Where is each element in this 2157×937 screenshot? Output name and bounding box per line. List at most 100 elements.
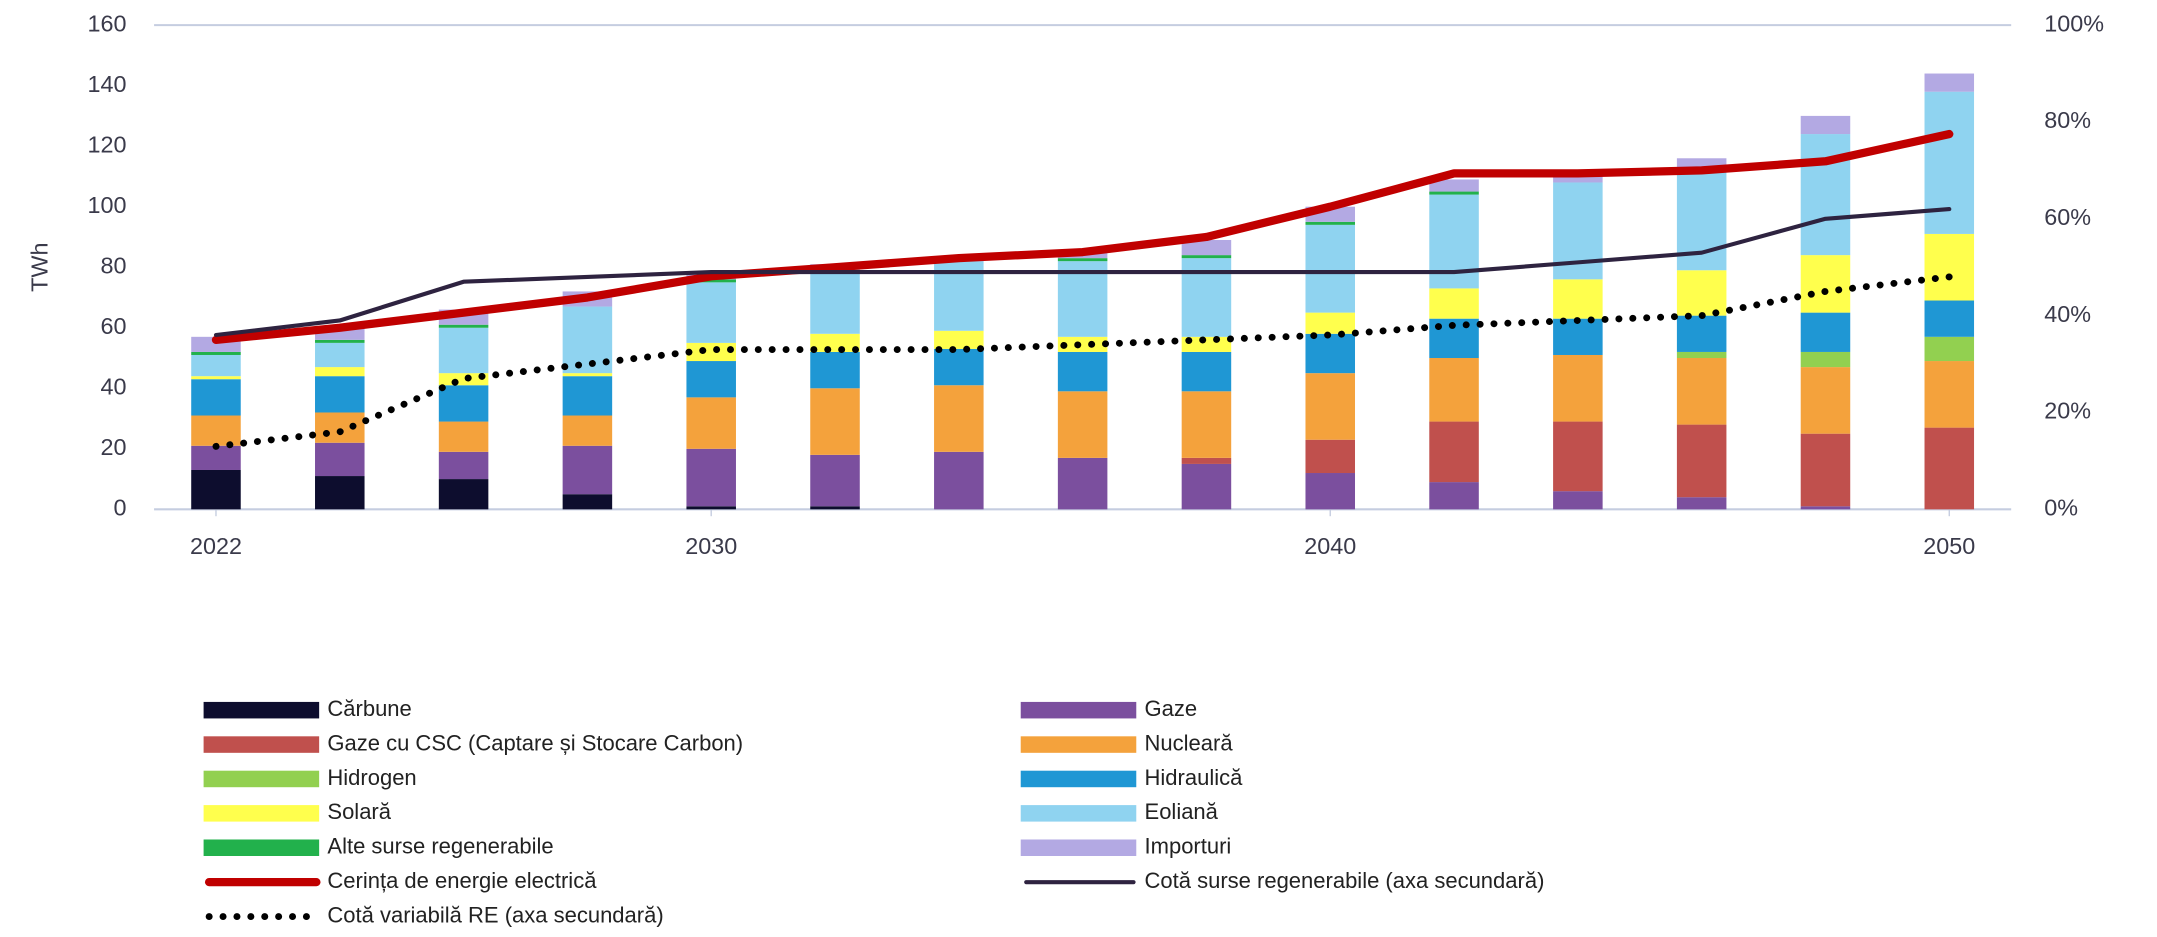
x-tick-label: 2022 (190, 533, 242, 559)
bar-segment (1924, 427, 1975, 510)
bar-segment (438, 479, 489, 510)
bar-segment (810, 388, 860, 455)
y-tick-label: 20 (101, 434, 127, 460)
y-tick-label: 140 (88, 71, 127, 97)
bar-segment (1924, 91, 1975, 234)
bar-segment (1676, 158, 1727, 168)
bar-segment (562, 376, 613, 416)
bar-segment (191, 351, 241, 355)
bar-segment (1305, 373, 1356, 440)
bar-segment (810, 333, 860, 352)
bar-segment (315, 342, 365, 368)
bar-segment (1181, 239, 1232, 256)
bar-segment (1057, 457, 1108, 510)
bar-segment (686, 506, 736, 510)
legend-label: Gaze cu CSC (Captare și Stocare Carbon) (327, 730, 743, 755)
bar-segment (934, 385, 984, 452)
bar-segment (1305, 312, 1356, 334)
y-tick-label: 0 (114, 495, 127, 521)
bar-segment (1429, 179, 1479, 192)
bar-segment (934, 348, 984, 386)
bar-segment (191, 379, 241, 416)
bar-segment (1305, 333, 1356, 374)
bar-segment (934, 451, 984, 510)
bar-segment (1057, 391, 1108, 458)
bar-segment (1429, 194, 1479, 289)
bar-segment (686, 448, 736, 507)
bar-segment (438, 327, 489, 374)
bar-segment (315, 339, 365, 343)
bar-segment (1924, 300, 1975, 337)
line-series (211, 129, 1954, 344)
legend-label: Solară (327, 799, 391, 824)
legend-swatch (203, 805, 320, 822)
bar-segment (1429, 482, 1479, 510)
bar-segment (1181, 457, 1232, 464)
bar-segment (1181, 463, 1232, 510)
y2-tick-label: 0% (2044, 495, 2078, 521)
legend-label: Cărbune (327, 696, 411, 721)
legend-swatch (1020, 736, 1137, 753)
bar-segment (315, 442, 365, 477)
bar-segment (1553, 173, 1603, 183)
bar-segment (1800, 255, 1851, 313)
bar-segment (1057, 351, 1108, 392)
legend-swatch (203, 770, 320, 788)
bar-segment (191, 415, 241, 446)
bar-segment (315, 376, 365, 413)
legend-swatch (203, 736, 320, 753)
bar-segment (1553, 279, 1603, 319)
x-tick-label: 2030 (685, 533, 737, 559)
bar-segment (686, 279, 736, 283)
x-tick-label: 2040 (1304, 533, 1356, 559)
bar-segment (1800, 433, 1851, 507)
legend-label: Alte surse regenerabile (327, 834, 553, 859)
bar-segment (1181, 255, 1232, 259)
bar-segment (810, 506, 860, 510)
legend-swatch (1020, 805, 1137, 822)
legend-swatch (203, 701, 320, 719)
x-tick-label: 2050 (1923, 533, 1975, 559)
bar-segment (1800, 134, 1851, 256)
legend-label: Hidraulică (1145, 765, 1244, 790)
bar-segment (1800, 367, 1851, 434)
legend-label: Nucleară (1145, 730, 1234, 755)
y-tick-label: 100 (88, 192, 127, 218)
bar-segment (438, 451, 489, 480)
legend-label: Hidrogen (327, 765, 416, 790)
line-series (212, 273, 1953, 450)
bar-segment (934, 330, 984, 349)
bar-segment (1676, 497, 1727, 510)
bar-segment (562, 494, 613, 510)
bar-segment (810, 454, 860, 507)
y2-tick-label: 20% (2044, 398, 2091, 424)
legend-label: Cerința de energie electrică (327, 868, 597, 893)
bar-segment (1676, 270, 1727, 316)
bar-segment (315, 367, 365, 377)
bar-segment (1924, 233, 1975, 301)
bar-segment (1429, 421, 1479, 483)
bar-segment (686, 342, 736, 362)
legend-swatch (203, 839, 320, 856)
bar-segment (438, 385, 489, 422)
bar-segment (191, 376, 241, 380)
bar-segment (1305, 224, 1356, 313)
bar-segment (1800, 312, 1851, 352)
y2-tick-label: 60% (2044, 204, 2091, 230)
bar-segment (1553, 354, 1603, 422)
bar-segment (1676, 424, 1727, 498)
legend-swatch (1020, 701, 1137, 719)
bar-segment (1676, 358, 1727, 425)
bar-segment (1429, 358, 1479, 422)
line-series (213, 207, 1952, 338)
bar-segment (1305, 439, 1356, 474)
bar-segment (1553, 421, 1603, 492)
bar-segment (1429, 191, 1479, 195)
bar-segment (686, 361, 736, 398)
bar-segment (1800, 506, 1851, 510)
bar-segment (438, 373, 489, 386)
bar-segment (686, 397, 736, 449)
bar-segment (1676, 315, 1727, 352)
legend-label: Gaze (1145, 696, 1198, 721)
